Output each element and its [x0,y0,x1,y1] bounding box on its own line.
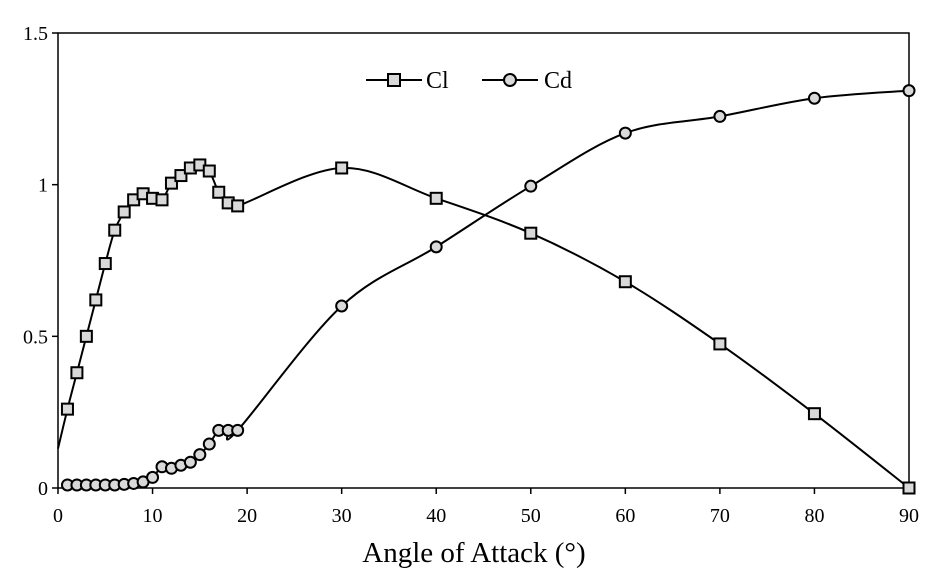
data-point-cl [108,223,122,237]
x-tick-label: 30 [332,505,352,527]
x-tick-label: 10 [143,505,163,527]
y-tick-label: 1 [38,175,48,197]
data-point-cl [807,407,821,421]
data-point-cd [183,455,197,469]
data-point-cl [70,366,84,380]
y-tick-label: 0.5 [23,326,48,348]
legend-cd-marker [503,73,517,87]
x-tick-label: 20 [237,505,257,527]
data-point-cd [902,84,916,98]
y-tick-label: 1.5 [23,23,48,45]
plot-area-frame [57,32,910,489]
data-point-cd [335,299,349,313]
y-tick-label: 0 [38,478,48,500]
data-point-cl [429,191,443,205]
x-tick-label: 0 [53,505,63,527]
data-point-cl [335,161,349,175]
data-point-cd [231,423,245,437]
series-layer [57,84,916,495]
data-point-cl [155,193,169,207]
series-cl [57,158,916,495]
data-point-cd [618,126,632,140]
data-point-cl [202,164,216,178]
x-tick-label: 70 [710,505,730,527]
data-point-cl [60,402,74,416]
x-tick-label: 50 [521,505,541,527]
data-point-cl [164,176,178,190]
data-point-cd [146,470,160,484]
data-point-cl [713,337,727,351]
x-axis-title: Angle of Attack (°) [362,537,585,569]
data-point-cl [79,329,93,343]
data-point-cl [117,205,131,219]
series-line-cd [67,89,910,487]
data-point-cd [807,91,821,105]
data-point-cl [902,481,916,495]
legend-cd-label: Cd [544,68,572,94]
data-point-cd [713,109,727,123]
legend-cl-label: Cl [426,68,449,94]
data-point-cl [212,185,226,199]
data-point-cl [89,293,103,307]
x-tick-label: 40 [426,505,446,527]
series-cd [60,84,916,492]
x-tick-label: 80 [804,505,824,527]
data-point-cd [193,448,207,462]
data-point-cd [202,437,216,451]
data-point-cl [524,226,538,240]
data-point-cl [231,199,245,213]
x-tick-label: 90 [899,505,919,527]
legend-cl-marker [387,73,401,87]
data-point-cd [429,240,443,254]
series-line-cl [57,163,910,489]
x-tick-label: 60 [615,505,635,527]
data-point-cd [524,179,538,193]
data-point-cl [618,275,632,289]
data-point-cl [98,257,112,271]
axes: 0 10 20 30 40 50 60 70 80 90 0 0.5 1 1.5 [23,23,919,527]
data-point-cl [174,169,188,183]
legend: Cl Cd [366,68,572,94]
